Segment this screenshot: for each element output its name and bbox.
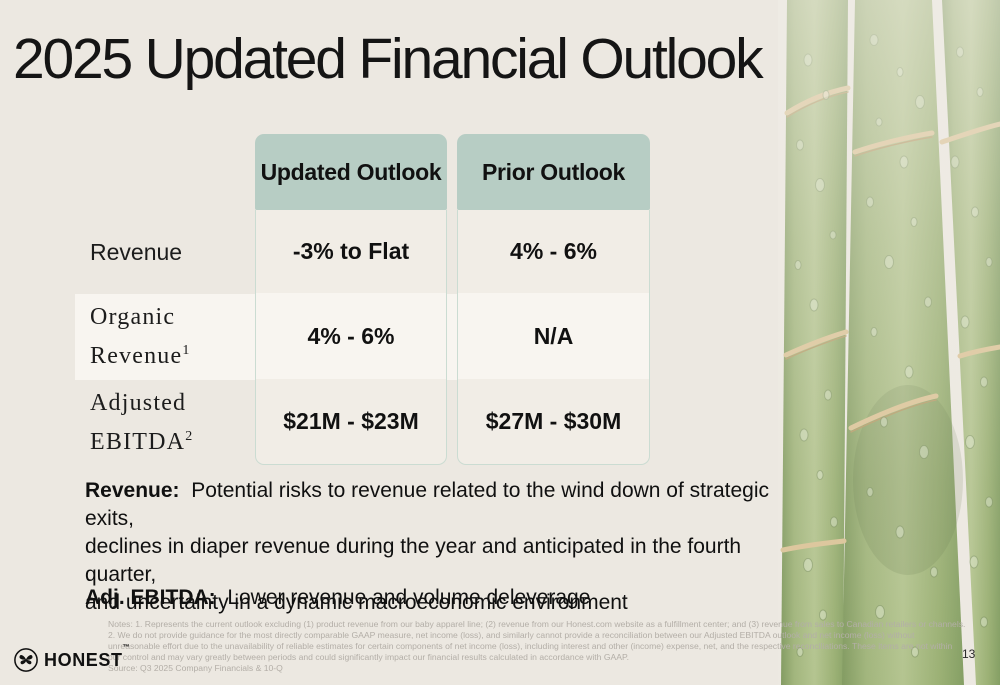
ebitda-commentary: Adj. EBITDA: Lower revenue and volume de…	[85, 584, 805, 612]
cell-adjusted-ebitda-prior: $27M - $30M	[485, 407, 622, 434]
footnote-line: Source: Q3 2025 Company Financials & 10-…	[108, 663, 283, 673]
prior-outlook-column: Prior Outlook 4% - 6% N/A $27M - $30M	[457, 134, 650, 465]
revenue-commentary-label: Revenue:	[85, 479, 180, 502]
footnote-line: unreasonable effort due to the unavailab…	[108, 641, 953, 651]
butterfly-icon	[14, 648, 38, 672]
row-label-text: Adjusted EBITDA2	[90, 389, 193, 455]
cell-revenue-prior: 4% - 6%	[510, 238, 597, 264]
updated-outlook-body: -3% to Flat 4% - 6% $21M - $23M	[255, 210, 447, 465]
brand-wordmark: HONEST™	[44, 643, 131, 670]
revenue-commentary-line: declines in diaper revenue during the ye…	[85, 535, 742, 586]
slide-title: 2025 Updated Financial Outlook	[13, 27, 764, 91]
footnotes: Notes: 1. Represents the current outlook…	[108, 619, 965, 674]
cell-adjusted-ebitda-updated: $21M - $23M	[283, 407, 419, 434]
trademark-symbol: ™	[122, 643, 131, 651]
cell-revenue-updated: -3% to Flat	[292, 238, 410, 264]
honest-logo: HONEST™	[13, 643, 131, 673]
prior-outlook-body: 4% - 6% N/A $27M - $30M	[457, 210, 650, 465]
row-label-text: Organic Revenue1	[90, 304, 190, 369]
revenue-commentary-line: Revenue: Potential risks to revenue rela…	[85, 479, 770, 530]
row-label-adjusted-ebitda: Adjusted EBITDA2	[90, 380, 252, 465]
revenue-commentary: Revenue: Potential risks to revenue rela…	[85, 477, 805, 617]
updated-outlook-header: Updated Outlook	[255, 134, 447, 210]
footnote-line: Notes: 1. Represents the current outlook…	[108, 619, 966, 629]
row-label-text: Revenue	[90, 238, 183, 265]
footnote-marker: 2	[185, 428, 193, 444]
page-number: 13	[962, 647, 976, 661]
footnote-line: 2. We do not provide guidance for the mo…	[108, 630, 915, 640]
cell-organic-revenue-updated: 4% - 6%	[256, 293, 446, 379]
footnote-marker: 1	[182, 343, 190, 358]
prior-outlook-header: Prior Outlook	[457, 134, 650, 210]
row-label-organic-revenue: Organic Revenue1	[90, 294, 252, 380]
cell-organic-revenue-prior: N/A	[458, 293, 649, 379]
bamboo-photo	[778, 0, 1000, 685]
footnote-line: our control and may vary greatly between…	[108, 652, 629, 662]
ebitda-commentary-label: Adj. EBITDA:	[85, 586, 216, 609]
updated-outlook-column: Updated Outlook -3% to Flat 4% - 6% $21M…	[255, 134, 447, 465]
ebitda-commentary-text: Lower revenue and volume deleverage	[227, 586, 591, 609]
revenue-commentary-line: and uncertainty in a dynamic macroeconom…	[85, 591, 628, 614]
row-label-revenue: Revenue	[90, 210, 252, 294]
